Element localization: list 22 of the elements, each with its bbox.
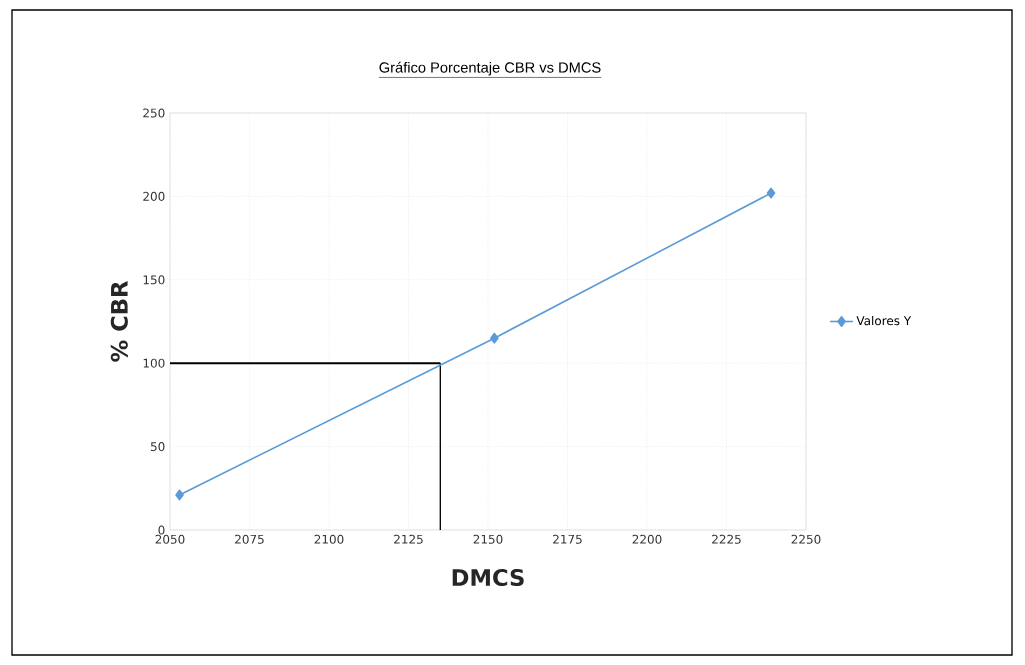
y-axis-title: % CBR: [110, 280, 128, 362]
x-tick-label: 2150: [473, 534, 503, 544]
y-tick-label: 150: [143, 275, 165, 285]
legend-label: Valores Y: [856, 315, 912, 326]
y-tick-label: 0: [158, 525, 165, 535]
x-tick-label: 2050: [155, 534, 185, 544]
x-tick-label: 2175: [553, 534, 582, 544]
x-tick-label: 2225: [712, 534, 741, 544]
point: [175, 489, 184, 501]
x-axis-title: DMCS: [452, 568, 524, 587]
chart-title: Gráfico Porcentaje CBR vs DMCS: [379, 61, 601, 76]
x-tick-label: 2125: [394, 534, 423, 544]
x-tick-label: 2075: [235, 534, 264, 544]
x-tick-label: 2200: [632, 534, 662, 544]
point: [490, 332, 499, 344]
x-tick-label: 2250: [791, 534, 821, 544]
y-tick-label: 100: [143, 358, 165, 368]
point: [766, 187, 776, 199]
y-tick-label: 50: [150, 442, 165, 452]
y-tick-label: 250: [143, 108, 165, 118]
y-tick-label: 200: [143, 191, 165, 201]
x-tick-label: 2100: [314, 534, 344, 544]
